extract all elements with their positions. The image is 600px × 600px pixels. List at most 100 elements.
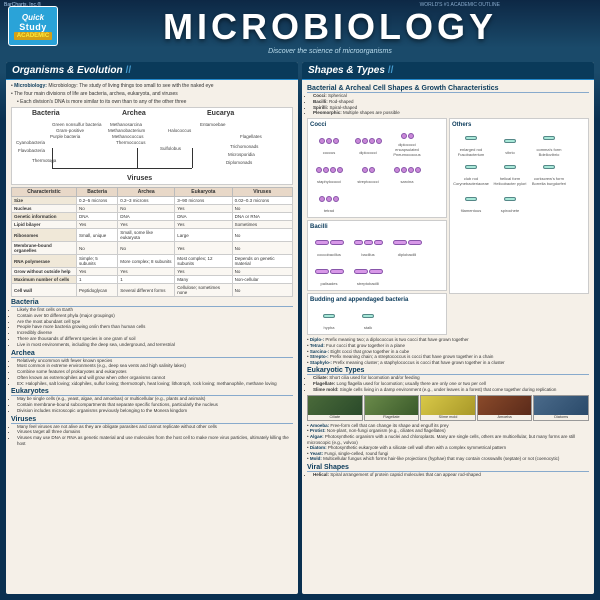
tree-branch (192, 148, 193, 168)
shape-item: diplobacilli (388, 231, 426, 259)
euk-head: Eukaryotic Types (307, 367, 589, 375)
bacilli-title: Bacilli (310, 224, 444, 230)
photo-thumb: Diatoms (533, 395, 589, 421)
shape-item: enlarged rod Fusobacterium (452, 129, 490, 157)
table-cell: Yes (118, 268, 175, 276)
tree-item: Cyanobacteria (16, 140, 45, 145)
list-item: Live in most environments, including the… (17, 342, 293, 348)
right-column: Shapes & Types Bacterial & Archeal Cell … (302, 62, 594, 594)
shape-label: stalk (364, 325, 372, 330)
table-cell: Most complex; 12 subunits (175, 255, 232, 268)
table-row: Membrane-bound organellesNoNoYesNo (12, 242, 293, 255)
shape-label: helical form Helicobacter pylori (491, 176, 529, 186)
tree-item: Methanococcus (112, 134, 144, 139)
photo-caption: Ciliate (308, 415, 362, 420)
euk-definitions: • Amoeba: Free-form cell that can change… (307, 423, 589, 462)
shape-icon (534, 158, 564, 176)
list-item: May be single cells (e.g., yeast, algae,… (17, 396, 293, 402)
section-list: May be single cells (e.g., yeast, algae,… (11, 396, 293, 413)
list-item: Division includes microscopic organisms … (17, 408, 293, 414)
table-cell: 1 (76, 276, 117, 284)
shape-icon (314, 132, 344, 150)
tree-branch (52, 168, 192, 169)
table-cell: More complex; 8 subunits (118, 255, 175, 268)
table-row: NucleusNoNoYesNo (12, 205, 293, 213)
shape-item: filamentous (452, 187, 490, 215)
tree-item: Entamoebae (200, 122, 226, 127)
section-head: Eukaryotes (11, 388, 293, 396)
table-cell: Size (12, 197, 77, 205)
list-item: Cocci: Spherical (313, 93, 589, 99)
table-cell: Lipid bilayer (12, 221, 77, 229)
section-list: Relatively uncommon with fewer known spe… (11, 358, 293, 387)
table-cell: Nucleus (12, 205, 77, 213)
table-cell: Membrane-bound organelles (12, 242, 77, 255)
list-item: Spirilli: Spiral-shaped (313, 105, 589, 111)
list-item: Contain over 50 different phyla (major g… (17, 313, 293, 319)
shape-item: coccus (310, 129, 348, 157)
table-cell: Depends on genetic material (232, 255, 292, 268)
table-cell: Peptidoglycan (76, 284, 117, 297)
list-item: People have more bacteria growing on/in … (17, 324, 293, 330)
section-head: Viruses (11, 416, 293, 424)
photo-image (478, 396, 532, 415)
shape-item: diplococci encapsulated Pneumococcus (388, 129, 426, 157)
shape-label: sarcina (401, 179, 414, 184)
shape-item: vibrio (491, 129, 529, 157)
tree-viruses: Viruses (127, 175, 152, 182)
budding-title: Budding and appendaged bacteria (310, 297, 444, 303)
cocci-box: Cocci coccusdiplococcidiplococci encapsu… (307, 118, 447, 218)
table-cell: Small, unique (76, 229, 117, 242)
left-header: Organisms & Evolution (6, 62, 298, 80)
shape-icon (456, 190, 486, 208)
table-cell: Yes (175, 268, 232, 276)
table-cell: Maximum number of cells (12, 276, 77, 284)
shape-label: comma's form Bdellovibrio (530, 147, 568, 157)
table-row: Maximum number of cells11ManyNon-cellula… (12, 276, 293, 284)
photo-image (534, 396, 588, 415)
photo-row: CiliateFlagellateSlime moldAmoebaDiatoms (307, 395, 589, 421)
tree-branch (52, 148, 53, 168)
table-cell: Yes (175, 221, 232, 229)
table-cell: Many (175, 276, 232, 284)
def-item: • Algae: Photosynthetic organism with a … (307, 434, 589, 445)
list-item: Likely the first cells on Earth (17, 307, 293, 313)
photo-thumb: Amoeba (477, 395, 533, 421)
shape-icon (353, 132, 383, 150)
def-item: • Mold: Multicellular fungus which forms… (307, 456, 589, 462)
tree-item: Trichomonads (230, 144, 258, 149)
list-item: Most common in extreme environments (e.g… (17, 363, 293, 369)
list-item: Bacilli: Rod-shaped (313, 99, 589, 105)
table-cell: No (232, 284, 292, 297)
shape-icon (353, 234, 383, 252)
table-cell: DNA (118, 213, 175, 221)
table-cell: Large (175, 229, 232, 242)
table-cell: Yes (175, 242, 232, 255)
shape-label: filamentous (461, 208, 481, 213)
table-cell: No (232, 242, 292, 255)
list-item: Pleomorphic: Multiple shapes are possibl… (313, 110, 589, 116)
table-cell: No (118, 205, 175, 213)
photo-caption: Diatoms (534, 415, 588, 420)
right-body: Bacterial & Archeal Cell Shapes & Growth… (302, 80, 594, 594)
shape-icon (314, 190, 344, 208)
table-cell: DNA (175, 213, 232, 221)
shape-item: comma's form Bdellovibrio (530, 129, 568, 157)
shape-label: palisades (321, 281, 338, 286)
shape-label: streptococci (357, 179, 378, 184)
left-body: • Microbiology: Microbiology: The study … (6, 80, 298, 594)
table-row: Grow without outside helpYesYesYesNo (12, 268, 293, 276)
shape-icon (495, 158, 525, 176)
table-cell: DNA (76, 213, 117, 221)
tree-item: Purple bacteria (50, 134, 80, 139)
shape-item: tetrad (310, 187, 348, 215)
shape-item: hypha (310, 304, 348, 332)
table-cell: No (232, 229, 292, 242)
shape-icon (314, 263, 344, 281)
shape-item: club rod Corynebacteriaceae (452, 158, 490, 186)
intro2-text: The four main divisions of life are bact… (14, 91, 178, 97)
list-item: Ciliate: Short cilia used for locomotion… (313, 375, 589, 381)
photo-image (365, 396, 419, 415)
shape-icon (456, 158, 486, 176)
tree-bacteria: Bacteria (32, 110, 60, 117)
